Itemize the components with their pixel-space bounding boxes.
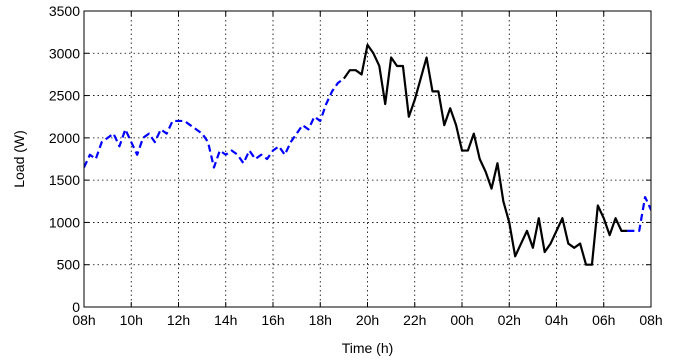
y-tick-label: 1000 xyxy=(49,214,80,230)
dashed-series-line xyxy=(84,77,345,169)
x-tick-label: 02h xyxy=(498,312,521,328)
x-tick-label: 06h xyxy=(592,312,615,328)
y-tick-label: 3500 xyxy=(49,3,80,19)
y-tick-label: 3000 xyxy=(49,45,80,61)
x-tick-label: 22h xyxy=(403,312,426,328)
x-tick-label: 08h xyxy=(639,312,662,328)
dashed-series-line xyxy=(627,195,651,232)
y-tick-label: 1500 xyxy=(49,172,80,188)
x-tick-label: 20h xyxy=(356,312,379,328)
x-tick-label: 18h xyxy=(309,312,332,328)
solid-series-line xyxy=(342,43,628,266)
grid xyxy=(84,11,651,307)
x-tick-label: 04h xyxy=(545,312,568,328)
x-tick-label: 16h xyxy=(261,312,284,328)
x-tick-label: 12h xyxy=(167,312,190,328)
y-tick-label: 0 xyxy=(72,299,80,315)
y-tick-label: 2000 xyxy=(49,130,80,146)
x-tick-label: 00h xyxy=(450,312,473,328)
x-tick-label: 10h xyxy=(120,312,143,328)
x-tick-label: 14h xyxy=(214,312,237,328)
y-tick-label: 500 xyxy=(57,257,81,273)
x-axis-label: Time (h) xyxy=(342,340,394,356)
x-tick-label: 08h xyxy=(72,312,95,328)
y-axis-label: Load (W) xyxy=(11,130,27,188)
y-tick-label: 2500 xyxy=(49,88,80,104)
ticks: 08h 10h 12h 14h 16h 18h 20h 22h 00h 02h 04h 06h 08h0… xyxy=(49,3,663,328)
series-layer xyxy=(84,43,651,266)
